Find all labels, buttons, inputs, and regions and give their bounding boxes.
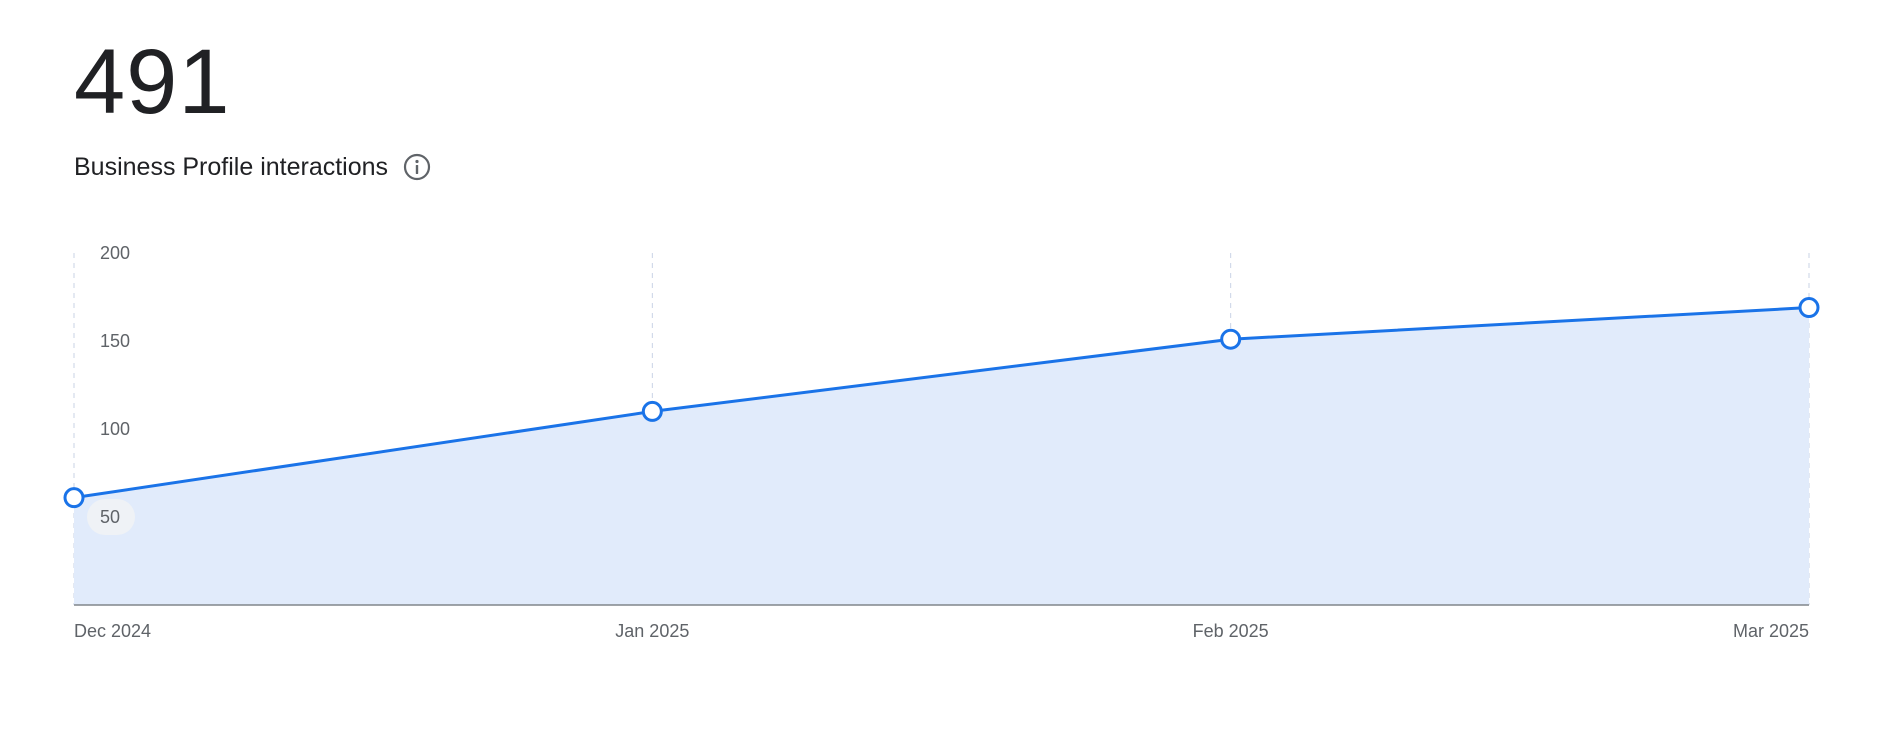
x-tick-label: Jan 2025: [615, 621, 689, 641]
y-tick-labels: 50 100 150 200: [87, 243, 135, 535]
y-tick-label: 100: [100, 419, 130, 439]
x-tick-label: Mar 2025: [1733, 621, 1809, 641]
data-point[interactable]: [1798, 297, 1820, 319]
summary-header: 491 Business Profile interactions: [74, 36, 432, 182]
x-tick-label: Dec 2024: [74, 621, 151, 641]
metric-label: Business Profile interactions: [74, 152, 389, 181]
metric-row: Business Profile interactions: [74, 152, 432, 182]
data-point[interactable]: [641, 400, 663, 422]
y-tick-label-bg: [87, 499, 135, 535]
series-line: [73, 306, 1810, 500]
info-icon[interactable]: [402, 152, 432, 182]
y-tick-label: 200: [100, 243, 130, 263]
x-tick-label: Feb 2025: [1193, 621, 1269, 641]
data-point[interactable]: [63, 487, 85, 509]
data-points: [63, 297, 1820, 509]
y-tick-label: 150: [100, 331, 130, 351]
area-fill: [74, 307, 1809, 605]
data-point[interactable]: [1220, 328, 1242, 350]
total-value: 491: [74, 31, 231, 133]
x-tick-labels: Dec 2024 Jan 2025 Feb 2025 Mar 2025: [74, 621, 1809, 641]
y-tick-label: 50: [100, 507, 120, 527]
